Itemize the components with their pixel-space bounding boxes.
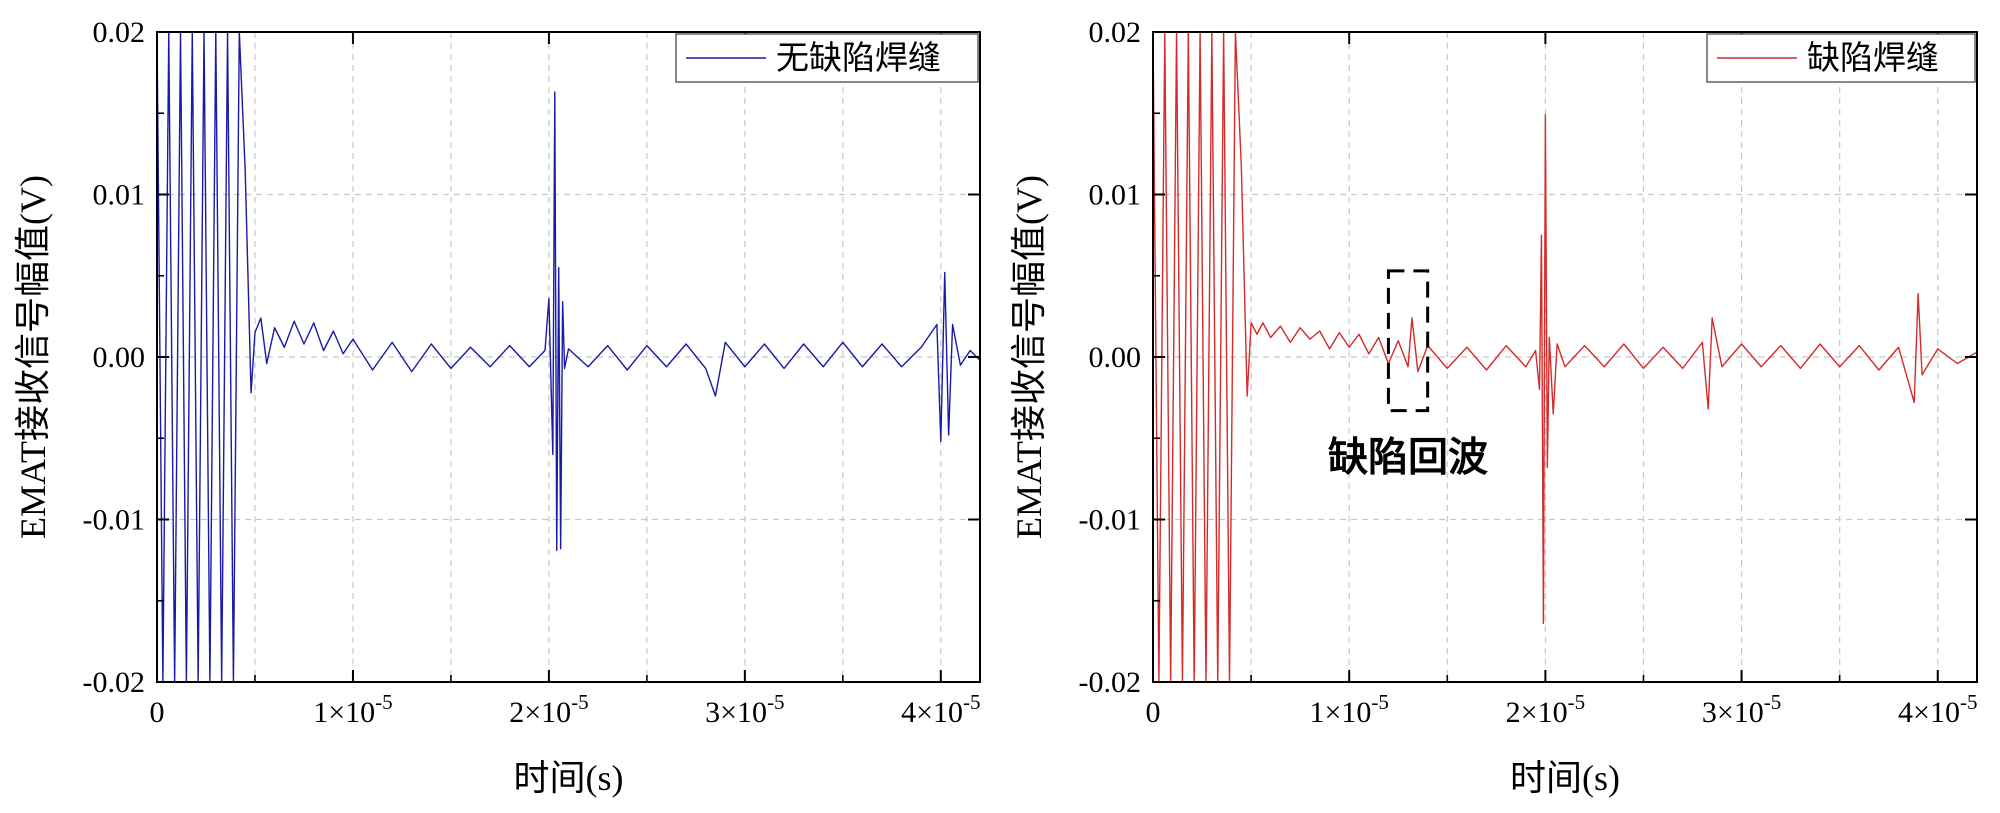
annotation-label: 缺陷回波 (1328, 435, 1488, 480)
x-tick-label: 4×10-5 (901, 690, 980, 729)
y-tick-label: 0.02 (93, 16, 146, 49)
y-axis-title: EMAT接收信号幅值(V) (1009, 175, 1049, 539)
y-tick-label: -0.01 (1079, 504, 1142, 537)
y-tick-label: 0.01 (93, 179, 146, 212)
y-tick-label: 0.00 (1089, 341, 1142, 374)
annotation-box (1386, 269, 1430, 413)
legend: 无缺陷焊缝 (675, 33, 979, 83)
y-tick-label: 0.01 (1089, 179, 1142, 212)
chart-defect-weld: 0 1×10-5 2×10-5 3×10-5 4×10-5 0.02 0.01 0.00 -0.… (1009, 16, 1978, 798)
y-tick-label: -0.02 (83, 666, 146, 699)
grid (157, 32, 980, 682)
legend: 缺陷焊缝 (1706, 33, 1976, 83)
x-tick-label: 1×10-5 (313, 690, 392, 729)
chart-no-defect-weld: 0 1×10-5 2×10-5 3×10-5 4×10-5 0.02 0.01 0.00 -0.… (13, 16, 981, 798)
x-tick-label: 3×10-5 (705, 690, 784, 729)
x-tick-label: 1×10-5 (1309, 690, 1388, 729)
x-tick-label: 0 (150, 696, 165, 729)
y-tick-label: 0.02 (1089, 16, 1142, 49)
y-axis-title: EMAT接收信号幅值(V) (13, 175, 53, 539)
x-tick-label: 2×10-5 (509, 690, 588, 729)
x-axis-title: 时间(s) (1510, 758, 1620, 798)
y-tick-label: 0.00 (93, 341, 146, 374)
x-tick-label: 2×10-5 (1506, 690, 1585, 729)
y-tick-label: -0.02 (1079, 666, 1142, 699)
x-axis-title: 时间(s) (514, 758, 624, 798)
series-line-0 (1153, 32, 1977, 682)
x-tick-label: 3×10-5 (1702, 690, 1781, 729)
x-tick-label: 4×10-5 (1898, 690, 1977, 729)
series-line-0 (157, 32, 980, 682)
legend-label: 缺陷焊缝 (1807, 40, 1939, 77)
x-tick-label: 0 (1146, 696, 1161, 729)
grid (1153, 32, 1977, 682)
legend-label: 无缺陷焊缝 (776, 40, 941, 77)
y-tick-label: -0.01 (83, 504, 146, 537)
